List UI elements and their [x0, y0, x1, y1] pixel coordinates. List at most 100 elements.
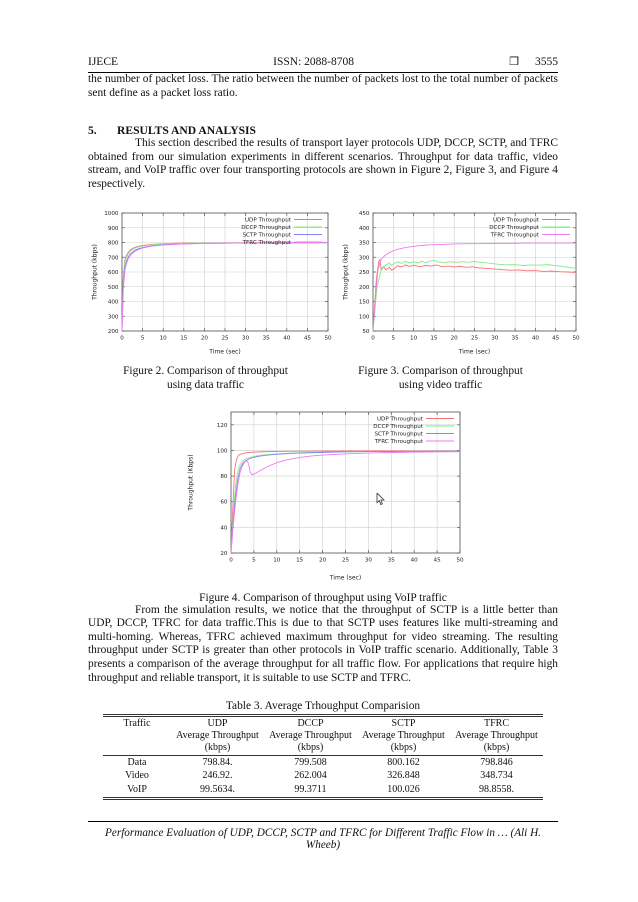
- svg-text:40: 40: [220, 525, 228, 531]
- svg-text:5: 5: [141, 335, 145, 341]
- svg-text:UDP Throughput: UDP Throughput: [493, 217, 540, 223]
- header-traffic: Traffic: [103, 715, 171, 756]
- svg-text:SCTP Throughput: SCTP Throughput: [242, 232, 291, 238]
- svg-text:Throughput (kbps): Throughput (kbps): [92, 244, 99, 301]
- journal-name: IJECE: [88, 56, 119, 68]
- svg-text:700: 700: [108, 255, 119, 261]
- svg-text:15: 15: [180, 335, 188, 341]
- charts-row: 0 5 10 15 20 25 30 35 40 45 50 200 300 400 500 600 700 80…: [89, 208, 583, 357]
- figure4-wrap: 0 5 10 15 20 25 30 35 40 45 50 20 40 60 80 100 120 Time (…: [185, 405, 470, 583]
- svg-text:Time (sec): Time (sec): [458, 348, 490, 355]
- figure3-chart: 0 5 10 15 20 25 30 35 40 45 50 50 100 150 200 250 300 350…: [343, 211, 580, 356]
- figure2-chart: 0 5 10 15 20 25 30 35 40 45 50 200 300 400 500 600 700 80…: [92, 211, 332, 356]
- svg-text:DCCP Throughput: DCCP Throughput: [241, 225, 292, 231]
- header-right: ❒ 3555: [509, 55, 558, 69]
- page-content: IJECE ISSN: 2088-8708 ❒ 3555 the number …: [88, 55, 580, 800]
- table-row: VoIP 99.5634. 99.3711 100.026 98.8558.: [103, 783, 543, 798]
- svg-text:10: 10: [410, 335, 418, 341]
- caption-row: Figure 2. Comparison of throughput using…: [88, 364, 558, 392]
- cell-sctp: 100.026: [387, 784, 420, 796]
- cell-traffic: VoIP: [127, 784, 147, 796]
- svg-text:30: 30: [491, 335, 499, 341]
- figure4-caption: Figure 4. Comparison of throughput using…: [199, 591, 447, 604]
- section-number: 5.: [88, 124, 97, 138]
- header-udp-line3: (kbps): [204, 741, 231, 753]
- page-header: IJECE ISSN: 2088-8708 ❒ 3555: [88, 55, 558, 73]
- svg-text:120: 120: [217, 422, 228, 428]
- header-sctp-proto: SCTP: [391, 718, 416, 730]
- svg-text:50: 50: [362, 329, 370, 335]
- svg-text:300: 300: [359, 255, 370, 261]
- svg-text:800: 800: [108, 240, 119, 246]
- svg-text:30: 30: [365, 557, 373, 563]
- svg-text:50: 50: [572, 335, 580, 341]
- svg-text:500: 500: [108, 284, 119, 290]
- svg-text:100: 100: [359, 314, 370, 320]
- figure4-chart: 0 5 10 15 20 25 30 35 40 45 50 20 40 60 80 100 120 Time (…: [188, 411, 464, 581]
- svg-text:25: 25: [221, 335, 229, 341]
- header-udp: UDP Average Throughput (kbps): [171, 715, 264, 756]
- table-title: Table 3. Average Trhoughput Comparision: [225, 700, 421, 713]
- svg-text:TFRC Throughput: TFRC Throughput: [374, 439, 424, 445]
- cell-udp: 99.5634.: [200, 784, 235, 796]
- header-sctp-line2: Average Throughput: [362, 729, 445, 741]
- discussion-paragraph: From the simulation results, we notice t…: [88, 603, 558, 684]
- svg-text:40: 40: [283, 335, 291, 341]
- svg-text:Time (sec): Time (sec): [208, 348, 240, 355]
- svg-text:25: 25: [342, 557, 350, 563]
- svg-text:50: 50: [456, 557, 464, 563]
- svg-text:250: 250: [359, 270, 370, 276]
- svg-text:10: 10: [273, 557, 281, 563]
- svg-text:20: 20: [220, 551, 228, 557]
- header-tfrc: TFRC Average Throughput (kbps): [450, 715, 543, 756]
- cell-dccp: 99.3711: [294, 784, 327, 796]
- cell-dccp: 799.508: [294, 756, 327, 768]
- svg-text:DCCP Throughput: DCCP Throughput: [373, 424, 424, 430]
- svg-text:DCCP Throughput: DCCP Throughput: [489, 225, 540, 231]
- svg-text:60: 60: [220, 499, 228, 505]
- svg-text:25: 25: [471, 335, 479, 341]
- table-row: Data 798.84. 799.508 800.162 798.846: [103, 755, 543, 769]
- cell-tfrc: 98.8558.: [479, 784, 514, 796]
- intro-paragraph: the number of packet loss. The ratio bet…: [88, 73, 558, 99]
- header-tfrc-proto: TFRC: [483, 718, 509, 730]
- svg-text:20: 20: [451, 335, 459, 341]
- section-title: RESULTS AND ANALYSIS: [117, 124, 256, 138]
- svg-text:15: 15: [430, 335, 438, 341]
- svg-text:15: 15: [296, 557, 304, 563]
- header-tfrc-line3: (kbps): [483, 741, 510, 753]
- svg-text:1000: 1000: [104, 211, 119, 217]
- page-number: 3555: [534, 55, 558, 68]
- svg-text:600: 600: [108, 270, 119, 276]
- cell-sctp: 800.162: [387, 756, 420, 768]
- header-dccp-line2: Average Throughput: [269, 729, 352, 741]
- box-icon: ❒: [509, 56, 519, 68]
- svg-text:UDP Throughput: UDP Throughput: [245, 217, 292, 223]
- header-dccp: DCCP Average Throughput (kbps): [264, 715, 357, 756]
- svg-text:Time (sec): Time (sec): [329, 574, 361, 581]
- figure3-caption: Figure 3. Comparison of throughput using…: [358, 364, 523, 391]
- svg-text:10: 10: [160, 335, 168, 341]
- section-heading: 5. RESULTS AND ANALYSIS: [88, 124, 558, 137]
- svg-text:SCTP Throughput: SCTP Throughput: [374, 431, 423, 437]
- svg-text:100: 100: [217, 448, 228, 454]
- throughput-table: Traffic UDP Average Throughput (kbps) DC…: [103, 714, 543, 800]
- svg-text:150: 150: [359, 299, 370, 305]
- svg-text:5: 5: [252, 557, 256, 563]
- section-paragraph: This section described the results of tr…: [88, 137, 558, 190]
- header-sctp: SCTP Average Throughput (kbps): [357, 715, 450, 756]
- svg-text:200: 200: [108, 329, 119, 335]
- svg-text:35: 35: [388, 557, 396, 563]
- cell-tfrc: 348.734: [480, 770, 513, 782]
- cell-tfrc: 798.846: [480, 756, 513, 768]
- svg-text:40: 40: [411, 557, 419, 563]
- svg-text:300: 300: [108, 314, 119, 320]
- svg-text:0: 0: [120, 335, 124, 341]
- svg-text:400: 400: [108, 299, 119, 305]
- svg-text:TFRC Throughput: TFRC Throughput: [242, 240, 292, 246]
- page-footer: Performance Evaluation of UDP, DCCP, SCT…: [88, 821, 558, 851]
- cell-sctp: 326.848: [387, 770, 420, 782]
- svg-text:Throughput (Kbps): Throughput (Kbps): [188, 454, 195, 511]
- svg-text:350: 350: [359, 240, 370, 246]
